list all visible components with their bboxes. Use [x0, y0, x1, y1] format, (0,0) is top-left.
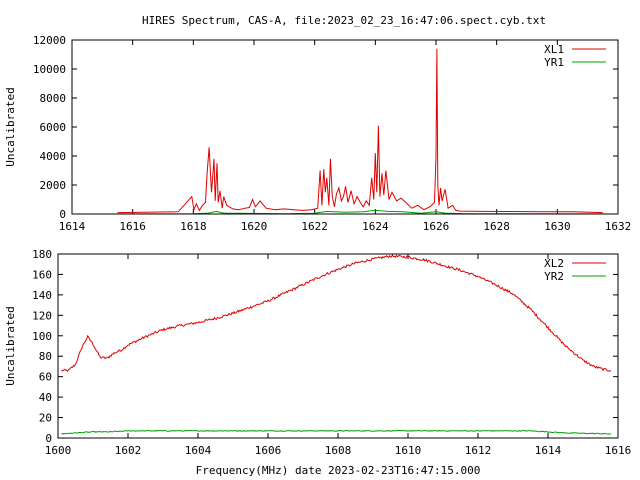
bottom-series — [61, 253, 612, 435]
bottom-y-tick-label: 80 — [39, 350, 52, 363]
top-x-tick-label: 1620 — [241, 220, 268, 233]
series-yr1-line — [117, 209, 603, 215]
top-y-tick-label: 6000 — [40, 121, 67, 134]
top-panel: Uncalibrated 1614 1616 1618 1620 1622 1624 162… — [4, 34, 631, 233]
bottom-y-tick-label: 60 — [39, 371, 52, 384]
top-y-tick-label: 12000 — [33, 34, 66, 47]
top-x-tick-label: 1626 — [423, 220, 450, 233]
top-x-tick-label: 1618 — [180, 220, 207, 233]
bottom-y-tick-label: 140 — [32, 289, 52, 302]
top-y-tick-label: 8000 — [40, 92, 67, 105]
top-y-axis-label: Uncalibrated — [4, 87, 17, 166]
top-x-tick-label: 1622 — [301, 220, 328, 233]
legend-xl1-label: XL1 — [544, 43, 564, 56]
series-xl1-line — [117, 48, 603, 214]
bottom-y-axis-label: Uncalibrated — [4, 306, 17, 385]
top-x-tick-label: 1628 — [483, 220, 510, 233]
top-ticks: 1614 1616 1618 1620 1622 1624 1626 1628 1630 1632… — [33, 34, 631, 233]
top-x-tick-label: 1614 — [59, 220, 86, 233]
top-y-tick-label: 0 — [59, 208, 66, 221]
bottom-ticks: 1600 1602 1604 1606 1608 1610 1612 1614 1616 0 20 4… — [32, 248, 631, 457]
top-y-tick-label: 10000 — [33, 63, 66, 76]
bottom-x-tick-label: 1612 — [465, 444, 492, 457]
top-x-tick-label: 1624 — [362, 220, 389, 233]
bottom-y-tick-label: 100 — [32, 330, 52, 343]
top-x-tick-label: 1616 — [119, 220, 146, 233]
top-series — [117, 48, 603, 215]
bottom-x-tick-label: 1614 — [535, 444, 562, 457]
bottom-x-tick-label: 1602 — [115, 444, 142, 457]
bottom-y-tick-label: 180 — [32, 248, 52, 261]
series-xl2-line — [61, 253, 612, 373]
chart-title: HIRES Spectrum, CAS-A, file:2023_02_23_1… — [142, 14, 546, 27]
bottom-y-tick-label: 20 — [39, 412, 52, 425]
bottom-y-tick-label: 0 — [45, 432, 52, 445]
bottom-x-tick-label: 1610 — [395, 444, 422, 457]
bottom-x-tick-label: 1606 — [255, 444, 282, 457]
bottom-y-tick-label: 40 — [39, 391, 52, 404]
bottom-x-tick-label: 1600 — [45, 444, 72, 457]
top-x-tick-label: 1632 — [605, 220, 632, 233]
x-axis-label: Frequency(MHz) date 2023-02-23T16:47:15.… — [196, 464, 481, 477]
top-legend: XL1 YR1 — [544, 43, 606, 69]
series-yr2-line — [61, 429, 612, 435]
legend-yr1-label: YR1 — [544, 56, 564, 69]
top-plot-frame — [71, 39, 619, 215]
bottom-x-tick-label: 1608 — [325, 444, 352, 457]
bottom-panel: Uncalibrated 1600 1602 1604 1606 1608 1610 161… — [4, 248, 631, 477]
legend-xl2-label: XL2 — [544, 257, 564, 270]
bottom-x-tick-label: 1616 — [605, 444, 632, 457]
top-y-tick-label: 4000 — [40, 150, 67, 163]
bottom-plot-frame — [57, 253, 619, 439]
bottom-y-tick-label: 160 — [32, 268, 52, 281]
bottom-x-tick-label: 1604 — [185, 444, 212, 457]
bottom-y-tick-label: 120 — [32, 309, 52, 322]
bottom-legend: XL2 YR2 — [544, 257, 606, 283]
legend-yr2-label: YR2 — [544, 270, 564, 283]
top-x-tick-label: 1630 — [544, 220, 571, 233]
top-y-tick-label: 2000 — [40, 179, 67, 192]
